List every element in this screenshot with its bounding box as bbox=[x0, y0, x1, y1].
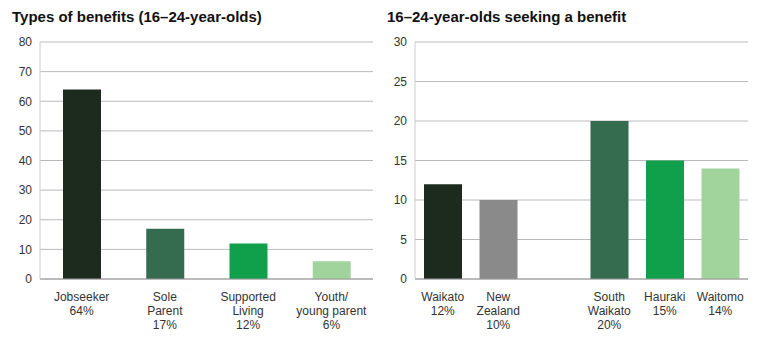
svg-text:5: 5 bbox=[400, 233, 407, 247]
svg-text:20: 20 bbox=[19, 213, 33, 227]
svg-text:Waikato12%: Waikato12% bbox=[421, 290, 464, 318]
svg-text:Jobseeker64%: Jobseeker64% bbox=[54, 290, 109, 318]
svg-text:10: 10 bbox=[19, 243, 33, 257]
svg-text:SouthWaikato20%: SouthWaikato20% bbox=[588, 290, 631, 332]
svg-text:15: 15 bbox=[394, 154, 408, 168]
svg-text:SupportedLiving12%: SupportedLiving12% bbox=[220, 290, 275, 332]
html-text:Types of benefits (16–24-year-: Types of benefits (16–24-year-olds) bbox=[12, 8, 262, 25]
svg-text:Hauraki15%: Hauraki15% bbox=[644, 290, 685, 318]
svg-text:70: 70 bbox=[19, 65, 33, 79]
html-text:16–24-year-olds seeking a bene: 16–24-year-olds seeking a benefit bbox=[387, 8, 627, 25]
svg-text:20: 20 bbox=[394, 114, 408, 128]
svg-text:30: 30 bbox=[394, 35, 408, 49]
svg-text:40: 40 bbox=[19, 154, 33, 168]
svg-text:NewZealand10%: NewZealand10% bbox=[477, 290, 520, 332]
svg-text:SoleParent17%: SoleParent17% bbox=[147, 290, 183, 332]
svg-text:Waitomo14%: Waitomo14% bbox=[697, 290, 744, 318]
svg-text:10: 10 bbox=[394, 193, 408, 207]
svg-text:30: 30 bbox=[19, 183, 33, 197]
svg-text:50: 50 bbox=[19, 124, 33, 138]
svg-text:Youth/young parent6%: Youth/young parent6% bbox=[296, 290, 367, 332]
svg-text:0: 0 bbox=[400, 272, 407, 286]
svg-text:80: 80 bbox=[19, 35, 33, 49]
svg-text:0: 0 bbox=[25, 272, 32, 286]
svg-text:25: 25 bbox=[394, 75, 408, 89]
svg-text:60: 60 bbox=[19, 95, 33, 109]
